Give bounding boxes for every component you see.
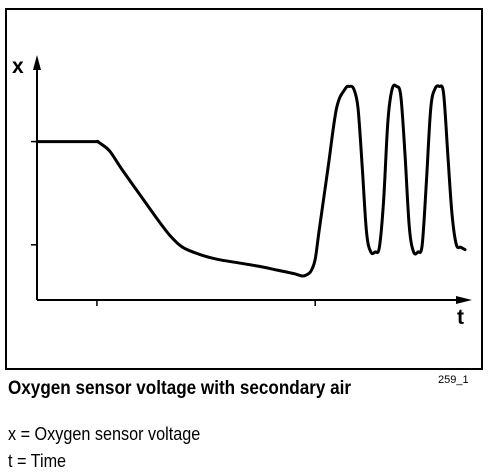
chart-ticks [31, 140, 316, 306]
chart-frame [5, 8, 483, 370]
y-axis-arrow [33, 55, 41, 70]
y-axis-label: x [12, 55, 24, 78]
caption-title: Oxygen sensor voltage with secondary air [8, 378, 352, 399]
oxygen-sensor-chart: x t [12, 55, 472, 329]
chart-axes: x t [12, 55, 472, 329]
oxygen-sensor-voltage-line [35, 83, 467, 278]
x-axis-label: t [457, 306, 464, 329]
x-axis-arrow [456, 296, 472, 304]
figure-number: 259_1 [438, 374, 469, 386]
legend-t: t = Time [8, 451, 67, 471]
legend-x: x = Oxygen sensor voltage [8, 424, 201, 444]
